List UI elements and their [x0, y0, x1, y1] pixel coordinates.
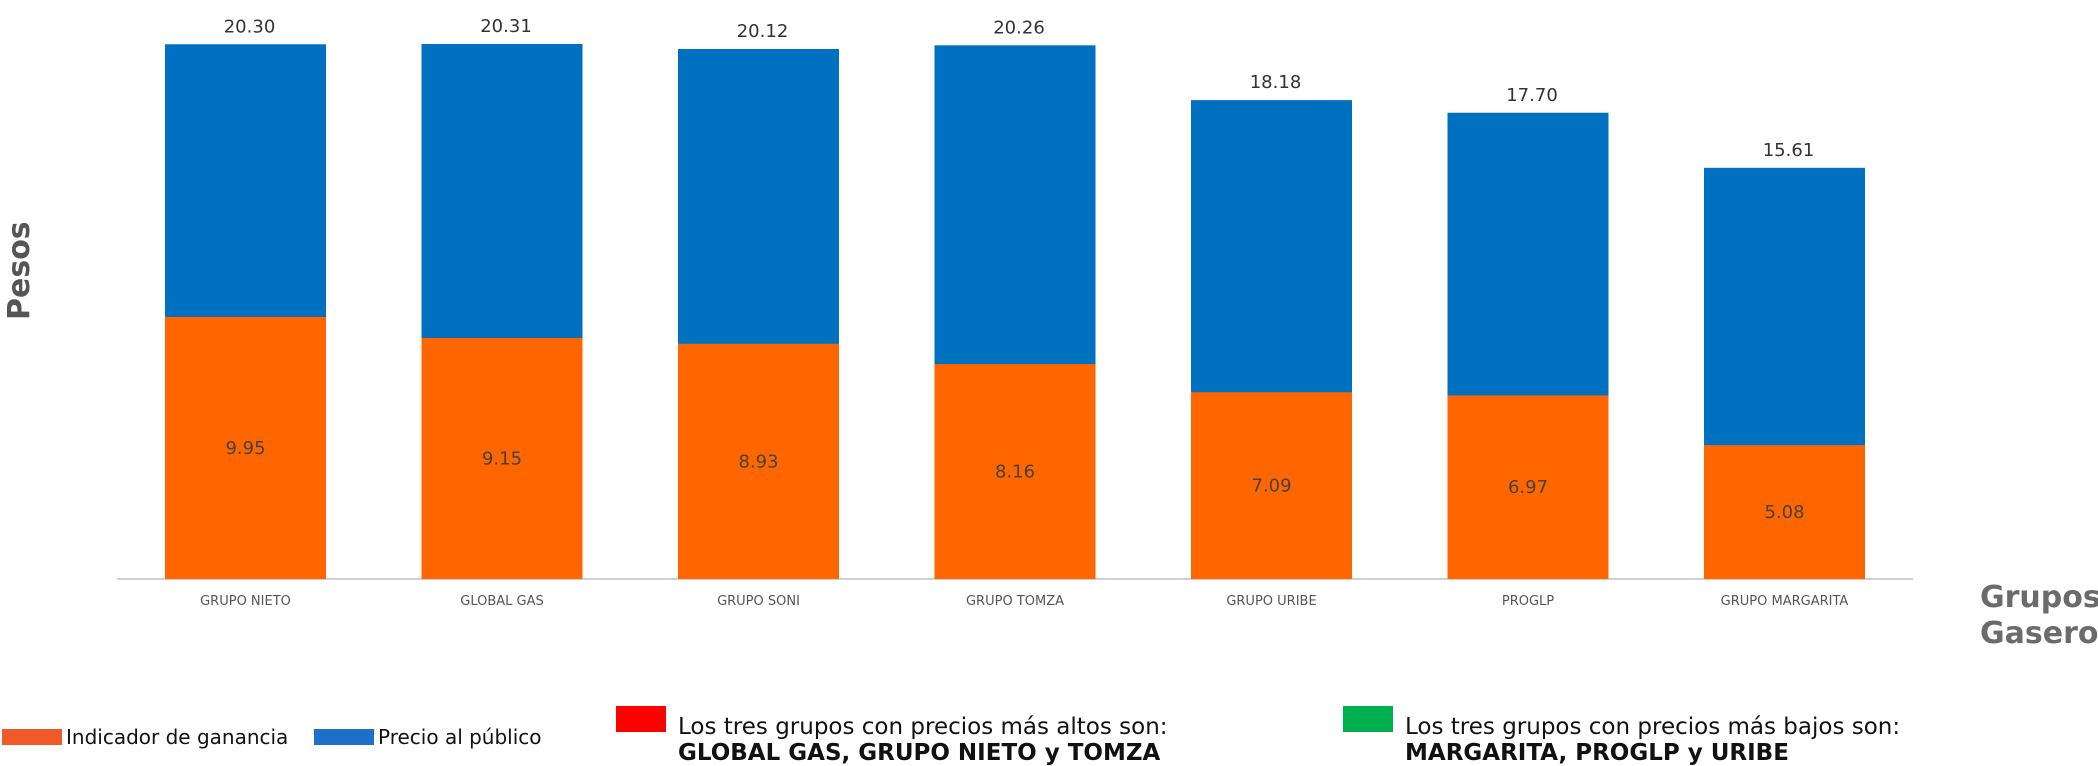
bar-ganancia: [1704, 445, 1865, 579]
bar-ganancia: [421, 337, 583, 579]
data-label-precio: 15.61: [1763, 140, 1815, 161]
data-label-precio: 18.18: [1250, 72, 1302, 93]
data-label-precio: 20.30: [224, 16, 276, 37]
data-label-ganancia: 8.16: [995, 462, 1035, 483]
x-tick-label: GRUPO MARGARITA: [1721, 594, 1849, 609]
data-label-ganancia: 8.93: [738, 451, 778, 472]
bar-ganancia: [934, 364, 1096, 579]
data-label-precio: 20.26: [993, 17, 1045, 38]
x-axis-label: Grupos Gaseros: [1980, 580, 2098, 651]
y-axis-label: Pesos: [2, 221, 37, 320]
legend-swatch-ganancia: [2, 729, 62, 745]
data-label-ganancia: 9.15: [482, 448, 522, 469]
data-label-precio: 17.70: [1506, 85, 1558, 106]
data-label-ganancia: 5.08: [1764, 502, 1804, 523]
bar-ganancia: [1447, 395, 1609, 579]
x-tick-label: GRUPO URIBE: [1226, 594, 1316, 609]
x-tick-label: GRUPO NIETO: [200, 594, 291, 609]
note-highest-marker: [616, 706, 666, 732]
bar-ganancia: [165, 316, 326, 579]
data-label-ganancia: 7.09: [1251, 476, 1291, 497]
note-highest-groups: GLOBAL GAS, GRUPO NIETO y TOMZA: [678, 740, 1161, 766]
stacked-bar-chart: 20.30 9.95 GRUPO NIETO 20.31 9.15 GLOBAL GAS 2…: [117, 16, 1913, 609]
note-lowest-groups: MARGARITA, PROGLP y URIBE: [1405, 740, 1789, 766]
data-label-precio: 20.12: [737, 21, 789, 42]
legend-label-precio: Precio al público: [378, 725, 542, 749]
x-tick-label: GLOBAL GAS: [460, 594, 544, 609]
legend-swatch-precio: [314, 729, 374, 745]
data-label-precio: 20.31: [480, 16, 532, 37]
x-tick-label: GRUPO TOMZA: [966, 594, 1064, 609]
data-label-ganancia: 6.97: [1508, 477, 1548, 498]
x-tick-label: PROGLP: [1502, 594, 1554, 609]
legend-label-ganancia: Indicador de ganancia: [66, 725, 289, 749]
note-highest-text: Los tres grupos con precios más altos so…: [678, 714, 1168, 740]
legend-item-precio: Precio al público: [314, 725, 542, 749]
note-lowest-marker: [1343, 706, 1393, 732]
note-lowest-text: Los tres grupos con precios más bajos so…: [1405, 714, 1901, 740]
x-tick-label: GRUPO SONI: [717, 594, 800, 609]
bar-ganancia: [1191, 392, 1352, 579]
bar-ganancia: [678, 343, 839, 579]
data-label-ganancia: 9.95: [225, 438, 265, 459]
legend-item-ganancia: Indicador de ganancia: [2, 725, 288, 749]
